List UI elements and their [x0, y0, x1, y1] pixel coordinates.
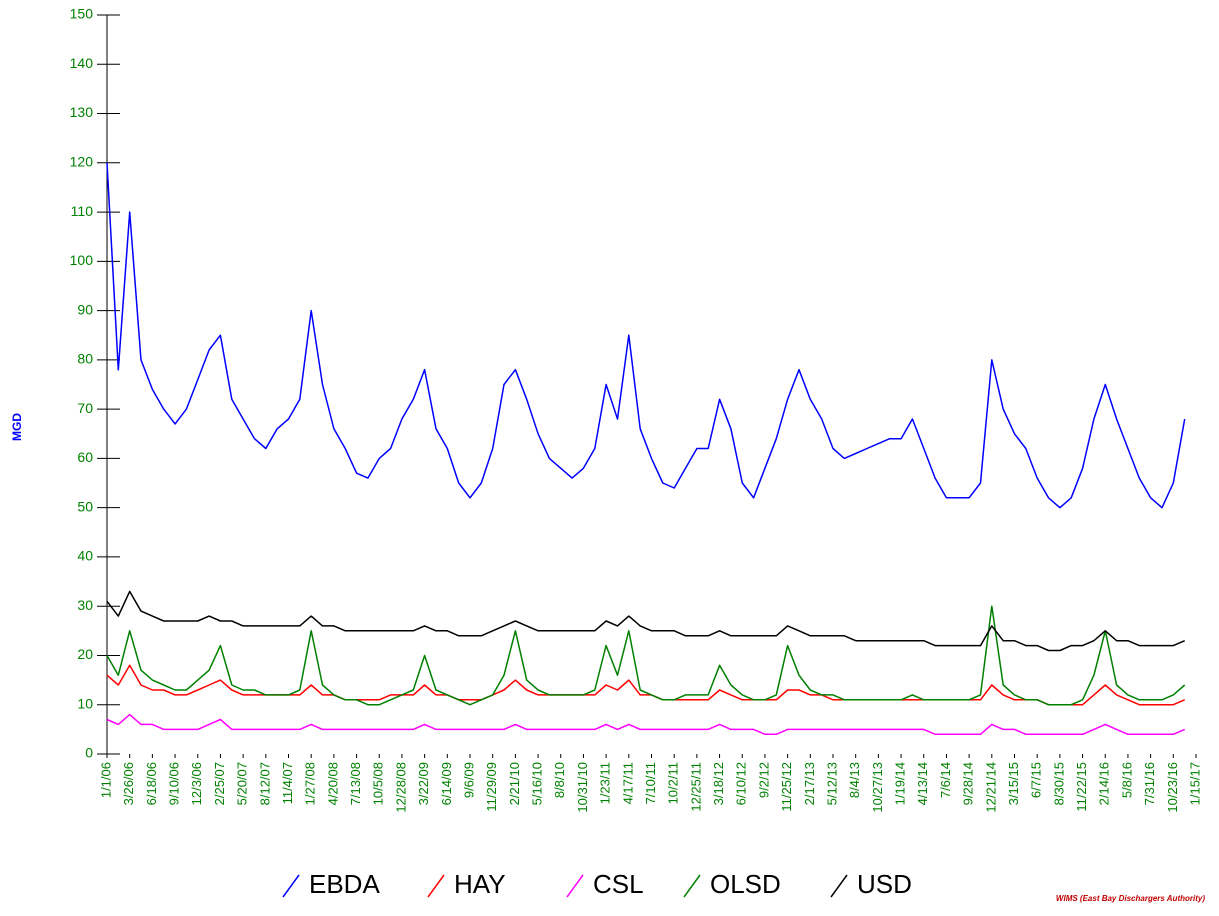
x-tick-label: 8/12/07 [257, 762, 272, 805]
legend-label: EBDA [309, 869, 380, 899]
x-tick-label: 10/31/10 [575, 762, 590, 813]
x-tick-label: 12/25/11 [688, 762, 703, 812]
x-tick-label: 10/23/16 [1165, 762, 1180, 813]
y-tick-label: 100 [70, 252, 94, 268]
x-tick-label: 7/13/08 [348, 762, 363, 805]
y-tick-label: 130 [70, 104, 94, 120]
x-tick-label: 7/31/16 [1142, 762, 1157, 805]
x-tick-label: 2/17/13 [802, 762, 817, 805]
legend-item: CSL [566, 869, 644, 899]
y-tick-label: 150 [70, 6, 94, 22]
x-tick-label: 11/29/09 [484, 762, 499, 812]
legend-symbol [566, 874, 584, 898]
series-line [106, 713, 1185, 736]
x-tick-label: 8/30/15 [1051, 762, 1066, 805]
series-line [106, 162, 1186, 509]
x-tick-label: 6/10/12 [734, 762, 749, 805]
x-tick-label: 4/13/14 [915, 762, 930, 805]
legend-label: OLSD [710, 869, 781, 899]
legend-item: EBDA [282, 869, 380, 899]
legend-item: HAY [427, 869, 506, 899]
x-tick-label: 7/6/14 [938, 762, 953, 798]
x-tick-label: 9/10/06 [167, 762, 182, 805]
y-axis-label: MGD [10, 413, 24, 441]
y-tick-label: 140 [70, 55, 94, 71]
x-tick-label: 10/5/08 [371, 762, 386, 805]
x-tick-label: 12/28/08 [393, 762, 408, 813]
y-tick-label: 20 [77, 646, 93, 662]
x-tick-label: 12/21/14 [983, 762, 998, 813]
series-line [106, 605, 1186, 706]
legend-label: USD [857, 869, 912, 899]
x-tick-label: 11/22/15 [1074, 762, 1089, 812]
x-tick-label: 10/2/11 [666, 762, 681, 804]
legend-label: HAY [454, 869, 506, 899]
y-tick-label: 110 [71, 203, 94, 219]
x-tick-label: 1/27/08 [303, 762, 318, 805]
x-tick-label: 8/4/13 [847, 762, 862, 798]
x-tick-label: 6/14/09 [439, 762, 454, 805]
x-tick-label: 3/18/12 [711, 762, 726, 805]
x-tick-label: 12/3/06 [189, 762, 204, 805]
x-tick-label: 8/8/10 [552, 762, 567, 798]
x-tick-label: 2/14/16 [1097, 762, 1112, 805]
series-line [106, 590, 1185, 652]
x-tick-label: 3/22/09 [416, 762, 431, 805]
x-tick-label: 6/18/06 [144, 762, 159, 805]
x-tick-label: 2/25/07 [212, 762, 227, 805]
x-tick-label: 3/26/06 [121, 762, 136, 805]
y-tick-label: 60 [77, 449, 93, 465]
footnote: WIMS (East Bay Dischargers Authority) [1056, 894, 1205, 903]
x-tick-label: 1/19/14 [893, 762, 908, 805]
legend-symbol [683, 874, 701, 898]
x-tick-label: 1/15/17 [1187, 762, 1202, 805]
x-tick-label: 9/28/14 [961, 762, 976, 805]
x-tick-label: 2/21/10 [507, 762, 522, 805]
legend-item: OLSD [683, 869, 781, 899]
legend-symbol [282, 874, 300, 898]
x-tick-label: 5/16/10 [530, 762, 545, 805]
x-tick-label: 5/12/13 [824, 762, 839, 805]
legend-item: USD [830, 869, 912, 899]
x-tick-label: 5/8/16 [1119, 762, 1134, 798]
x-tick-label: 4/17/11 [620, 762, 635, 804]
x-tick-label: 9/6/09 [461, 762, 476, 798]
y-tick-label: 10 [77, 695, 93, 711]
y-tick-label: 0 [85, 745, 93, 761]
y-tick-label: 80 [77, 351, 93, 367]
x-tick-label: 6/7/15 [1029, 762, 1044, 798]
x-tick-label: 5/20/07 [235, 762, 250, 805]
y-tick-label: 50 [77, 498, 93, 514]
x-tick-label: 11/25/12 [779, 762, 794, 812]
y-tick-label: 30 [77, 597, 93, 613]
y-tick-label: 70 [77, 400, 93, 416]
x-tick-label: 3/15/15 [1006, 762, 1021, 805]
y-tick-label: 40 [77, 548, 93, 564]
x-tick-label: 11/4/07 [280, 762, 295, 804]
x-tick-label: 1/1/06 [98, 762, 113, 798]
legend-label: CSL [593, 869, 644, 899]
x-tick-label: 10/27/13 [870, 762, 885, 813]
y-tick-label: 90 [77, 301, 93, 317]
x-tick-label: 4/20/08 [325, 762, 340, 805]
y-tick-label: 120 [70, 154, 94, 170]
legend-symbol [830, 874, 848, 898]
legend-symbol [427, 874, 445, 898]
x-tick-label: 9/2/12 [756, 762, 771, 798]
x-tick-label: 1/23/11 [598, 762, 613, 804]
x-tick-label: 7/10/11 [643, 762, 658, 804]
